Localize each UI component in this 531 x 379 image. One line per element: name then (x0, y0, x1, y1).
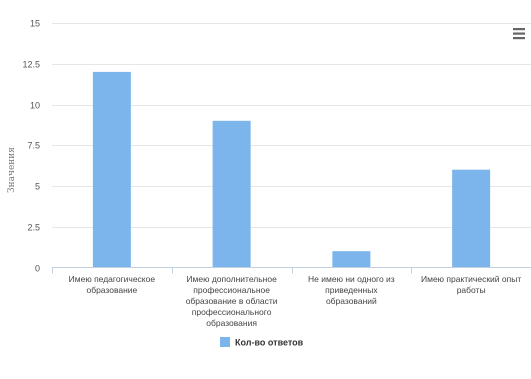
x-category-label: Имею практический опыт (421, 274, 521, 284)
y-tick-label: 15 (30, 19, 40, 29)
y-axis-label: Значения (7, 147, 17, 193)
bar[interactable] (332, 251, 371, 268)
y-tick-label: 12.5 (22, 60, 40, 70)
bar[interactable] (212, 120, 251, 268)
bars (92, 71, 491, 268)
x-category-label: образование в области (186, 296, 278, 306)
legend-label: Кол-во ответов (235, 338, 304, 348)
x-category-label: работы (457, 285, 486, 295)
hamburger-menu-icon[interactable] (513, 28, 525, 40)
y-tick-label: 7.5 (27, 141, 40, 151)
gridlines (52, 23, 531, 228)
legend-swatch (220, 337, 230, 347)
x-category-label: Имею дополнительное (186, 274, 277, 284)
x-category-label: приведенных (325, 285, 378, 295)
y-tick-label: 10 (30, 101, 40, 111)
x-category-label: образований (326, 296, 377, 306)
y-axis-ticks: 0 2.5 5 7.5 10 12.5 15 (22, 19, 40, 274)
bar[interactable] (452, 169, 491, 268)
y-tick-label: 2.5 (27, 223, 40, 233)
bar[interactable] (92, 71, 131, 268)
x-category-label: Имею педагогическое (69, 274, 156, 284)
legend[interactable]: Кол-во ответов (220, 337, 304, 348)
y-tick-label: 0 (35, 264, 40, 274)
x-category-label: Не имею ни одного из (308, 274, 395, 284)
x-category-label: профессионального (192, 307, 272, 317)
x-category-label: профессиональное (193, 285, 270, 295)
x-category-label: образование (86, 285, 137, 295)
y-tick-label: 5 (35, 182, 40, 192)
x-category-label: образования (206, 318, 257, 328)
x-axis-ticks (52, 267, 412, 274)
